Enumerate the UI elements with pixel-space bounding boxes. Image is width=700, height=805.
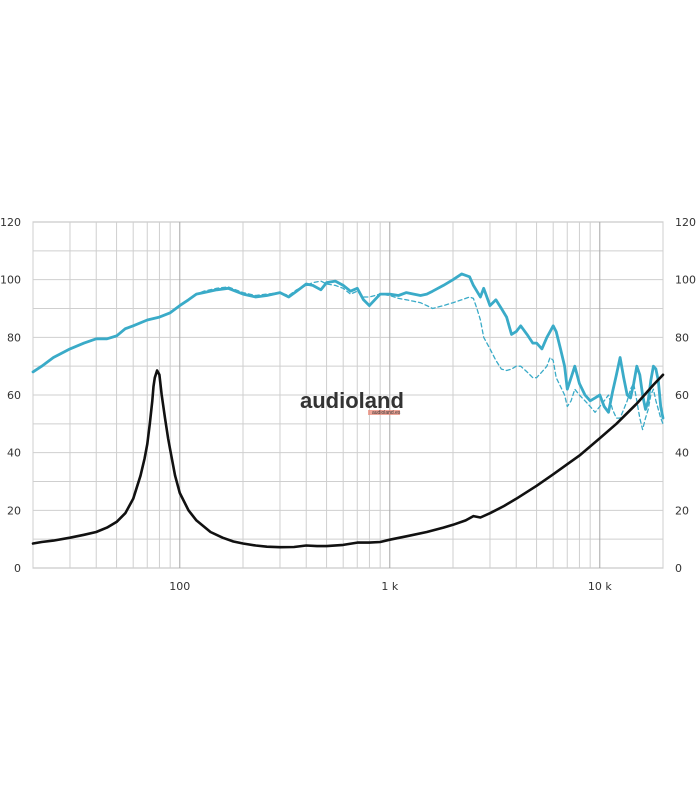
y-tick-label-left: 40 (7, 447, 21, 460)
y-tick-label-right: 0 (675, 562, 682, 575)
y-tick-label-right: 40 (675, 447, 689, 460)
watermark-subtext: audioland.es (372, 410, 401, 416)
watermark-logo: audioland audioland.es (300, 388, 404, 416)
x-tick-label: 100 (169, 580, 190, 593)
y-tick-label-right: 80 (675, 331, 689, 344)
y-tick-label-left: 120 (0, 216, 21, 229)
watermark-bar (368, 410, 400, 415)
x-tick-label: 1 k (381, 580, 398, 593)
y-tick-label-right: 100 (675, 274, 696, 287)
y-tick-label-left: 0 (14, 562, 21, 575)
y-tick-label-left: 60 (7, 389, 21, 402)
y-tick-label-left: 100 (0, 274, 21, 287)
y-tick-label-right: 120 (675, 216, 696, 229)
y-tick-label-right: 20 (675, 504, 689, 517)
y-tick-label-right: 60 (675, 389, 689, 402)
series-line-2 (31, 369, 665, 549)
tick-labels: 0 0 20 20 40 40 60 60 80 80 100 100 120 120 100 1 k 10 k (0, 216, 696, 593)
series-layer (31, 272, 665, 549)
series-line-0 (31, 272, 665, 420)
y-tick-label-left: 80 (7, 331, 21, 344)
y-tick-label-left: 20 (7, 504, 21, 517)
x-tick-label: 10 k (588, 580, 612, 593)
watermark-text: audioland (300, 388, 404, 413)
series-line-1 (32, 280, 664, 431)
